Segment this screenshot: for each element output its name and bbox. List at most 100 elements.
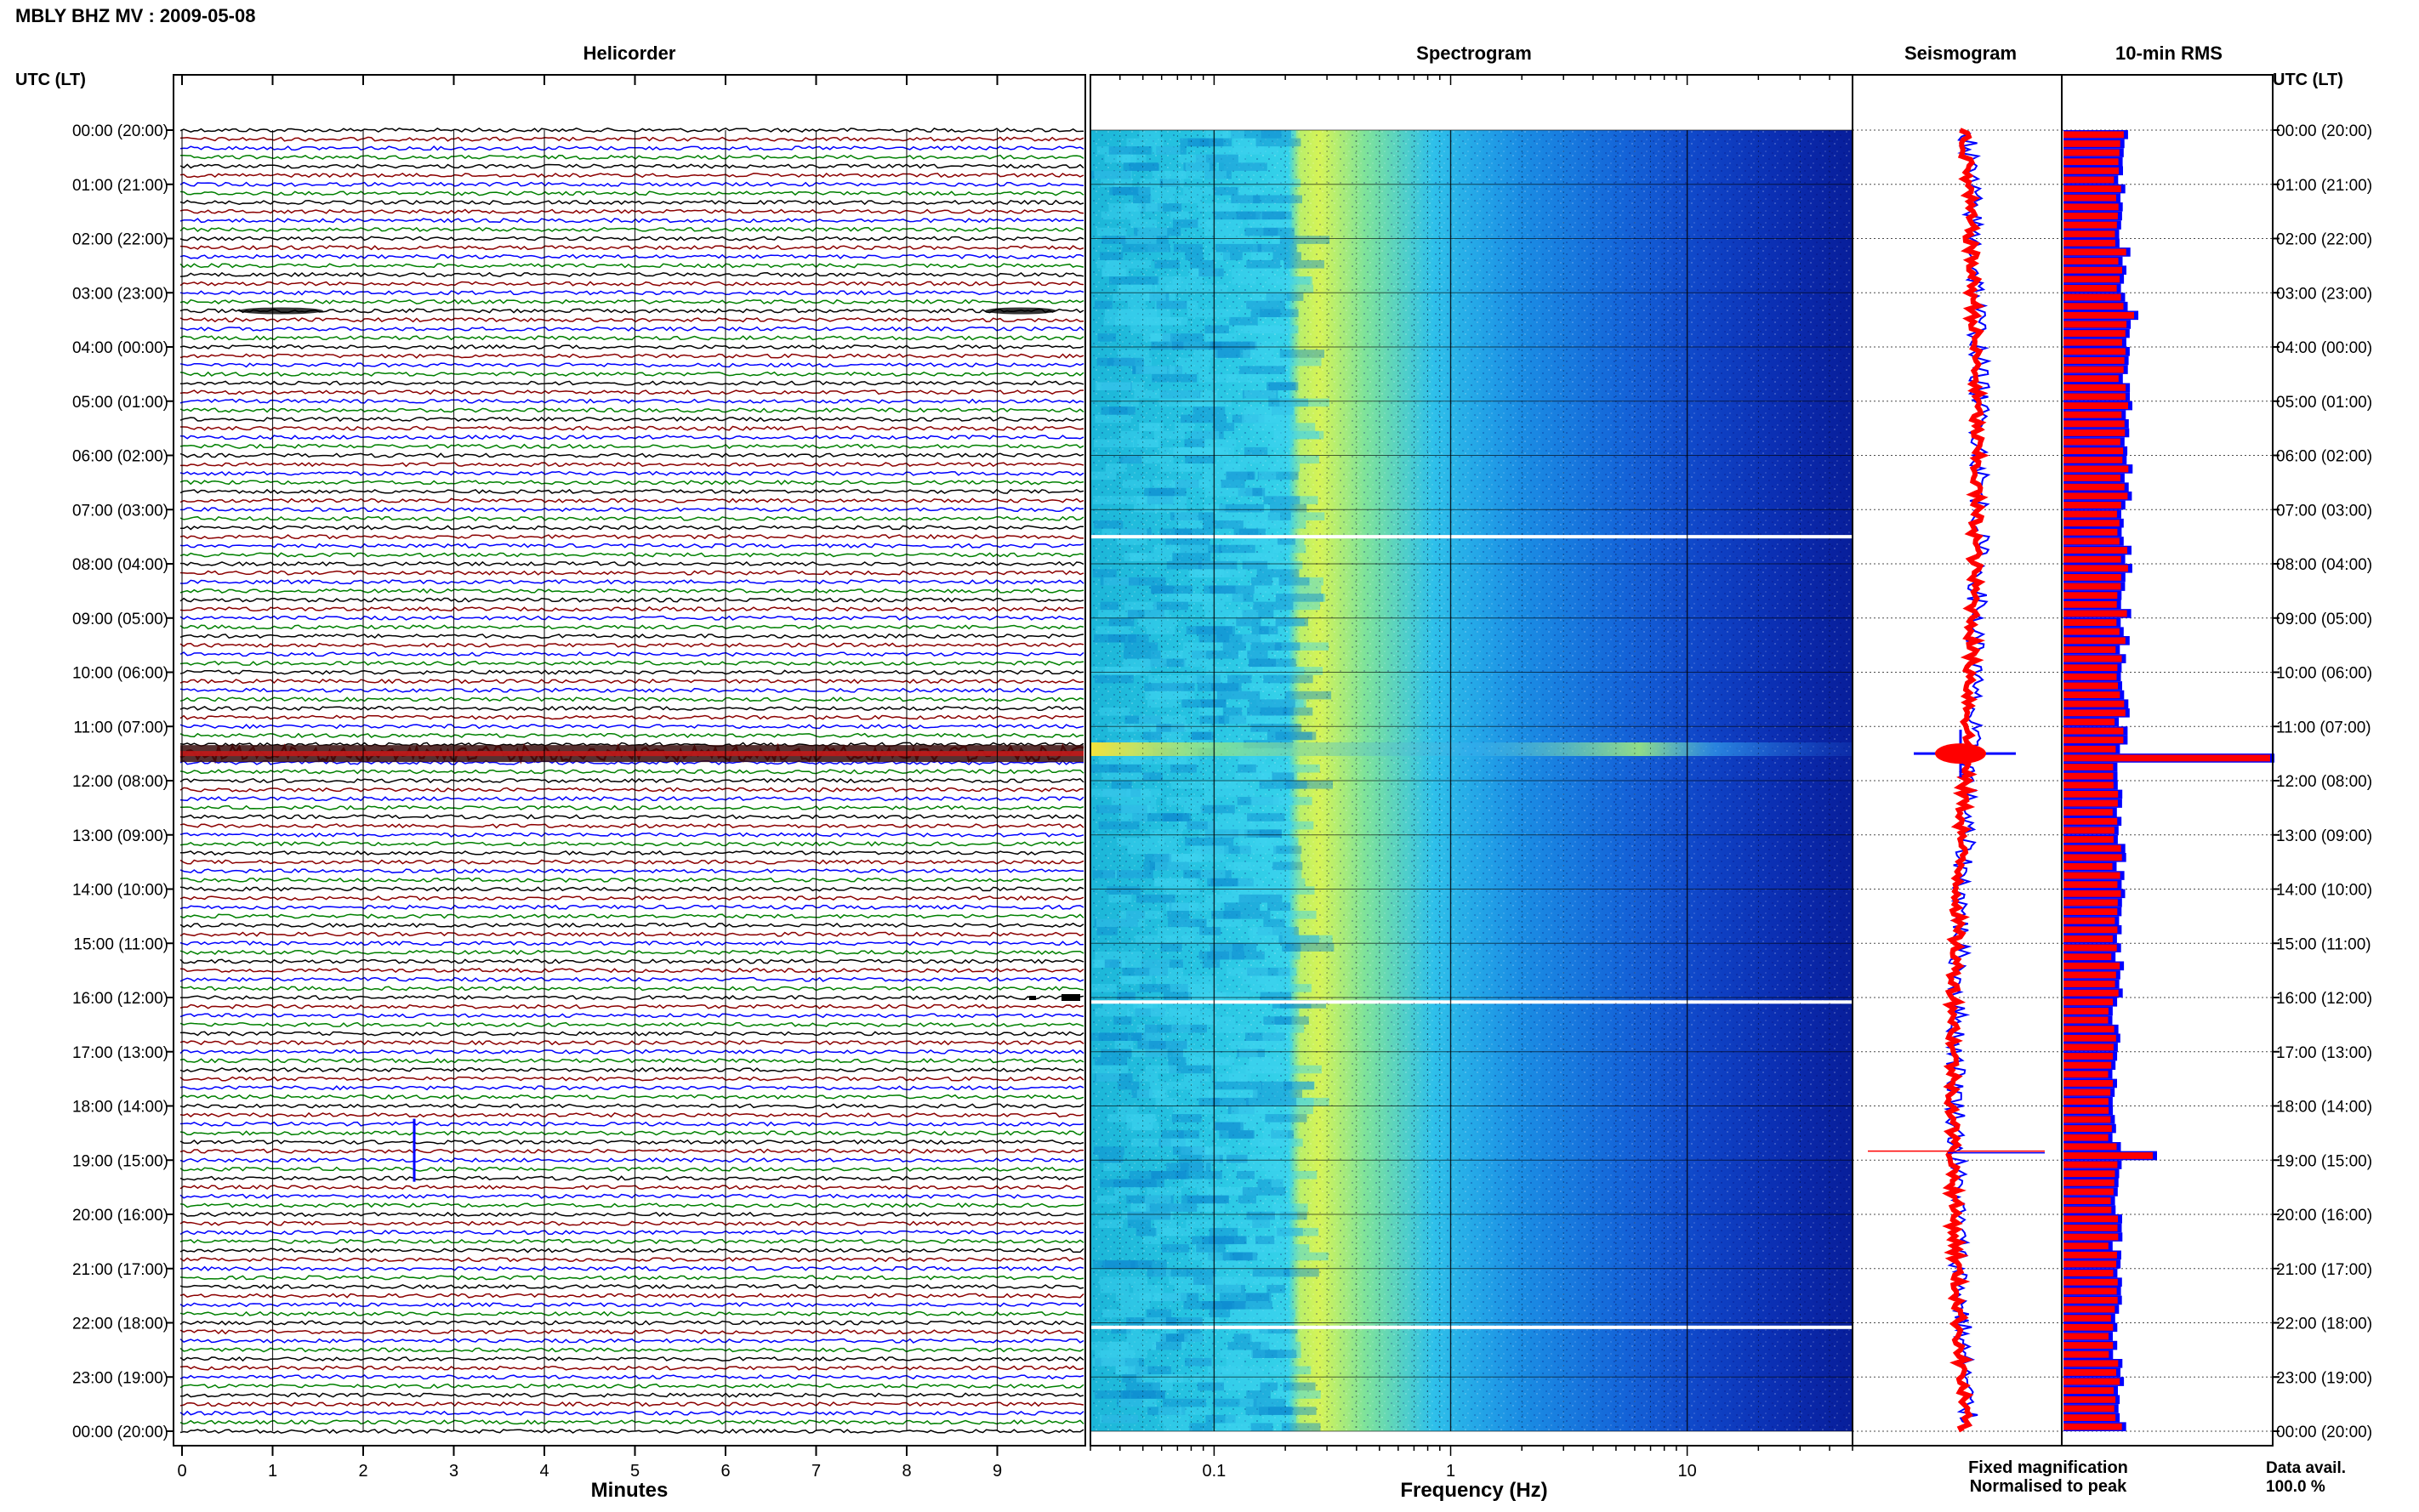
hour-label-right: 01:00 (21:00) — [2276, 177, 2372, 195]
rms-bar-normalised — [2063, 1333, 2109, 1340]
helicorder-trace — [179, 1328, 1084, 1335]
rms-bar-normalised — [2063, 1342, 2114, 1349]
helicorder-trace — [179, 263, 1084, 269]
rms-bar-normalised — [2063, 1405, 2114, 1413]
helicorder-trace — [179, 678, 1084, 685]
helicorder-trace — [179, 172, 1084, 179]
rms-bar-normalised — [2063, 1369, 2116, 1376]
helicorder-trace — [179, 1013, 1084, 1019]
helicorder-trace — [179, 1293, 1084, 1299]
hour-label-left: 05:00 (01:00) — [72, 394, 168, 412]
spectrogram-xlabel: Frequency (Hz) — [1400, 1479, 1547, 1502]
helicorder-trace — [179, 136, 1084, 142]
helicorder-trace — [179, 208, 1084, 214]
rms-bar-normalised — [2063, 502, 2121, 509]
rms-bar-normalised — [2063, 1215, 2118, 1223]
helicorder-tick-label: 5 — [630, 1462, 640, 1481]
helicorder-trace — [179, 317, 1084, 323]
helicorder-trace — [179, 1094, 1084, 1100]
helicorder-trace — [179, 1211, 1084, 1218]
utc-header-left: UTC (LT) — [15, 71, 86, 89]
helicorder-trace — [179, 245, 1084, 251]
rms-bar-normalised — [2063, 393, 2126, 401]
helicorder-trace — [179, 1230, 1084, 1236]
rms-bar-normalised — [2063, 176, 2114, 184]
rms-bar-normalised — [2063, 863, 2113, 870]
rms-bar-normalised — [2063, 1242, 2109, 1250]
rms-bar-normalised — [2063, 1008, 2109, 1015]
helicorder-panel — [173, 74, 1086, 1447]
hour-label-right: 17:00 (13:00) — [2276, 1044, 2372, 1062]
hour-label-right: 02:00 (22:00) — [2276, 231, 2372, 249]
hour-label-right: 16:00 (12:00) — [2276, 990, 2372, 1008]
hour-label-left: 09:00 (05:00) — [72, 611, 168, 628]
helicorder-trace — [179, 769, 1084, 775]
rms-bar-normalised — [2063, 1089, 2111, 1096]
rms-bar-normalised — [2063, 1350, 2109, 1358]
helicorder-trace — [179, 859, 1084, 865]
helicorder-trace — [179, 1058, 1084, 1064]
hour-label-right: 18:00 (14:00) — [2276, 1099, 2372, 1117]
axis-ticks: 0 1 2 3 4 5 6 7 8 9 0.1 1 10 — [177, 75, 1853, 1481]
helicorder-trace — [179, 552, 1084, 558]
helicorder-trace — [179, 1419, 1084, 1425]
rms-bar-normalised — [2063, 465, 2129, 473]
rms-bar-normalised — [2063, 682, 2118, 690]
rms-bar-normalised — [2063, 158, 2119, 166]
helicorder-trace — [179, 1139, 1084, 1145]
spectrogram-tick-label: 10 — [1677, 1462, 1696, 1481]
helicorder-trace — [179, 1410, 1084, 1416]
rms-bar-normalised — [2063, 194, 2116, 202]
helicorder-trace — [179, 344, 1084, 350]
hour-label-left: 13:00 (09:00) — [72, 827, 168, 845]
rms-bar-normalised — [2063, 691, 2120, 698]
rms-bar-normalised — [2063, 962, 2120, 969]
rms-bar-normalised — [2063, 610, 2127, 617]
rms-bar-normalised — [2063, 239, 2115, 247]
rms-bar-normalised — [2063, 1143, 2117, 1151]
helicorder-trace — [179, 497, 1084, 503]
rms-bar-normalised — [2063, 311, 2134, 319]
helicorder-trace — [179, 1193, 1084, 1199]
hour-label-right: 14:00 (10:00) — [2276, 882, 2372, 900]
helicorder-trace — [179, 190, 1084, 196]
helicorder-trace — [179, 462, 1084, 468]
rms-bar-normalised — [2063, 1179, 2114, 1186]
helicorder-trace — [179, 371, 1084, 377]
helicorder-trace — [179, 1185, 1084, 1191]
rms-bar-normalised — [2063, 836, 2114, 843]
helicorder-trace — [179, 904, 1084, 910]
rms-bar-normalised — [2063, 1116, 2111, 1123]
hour-label-right: 21:00 (17:00) — [2276, 1261, 2372, 1279]
rms-bar-normalised — [2063, 420, 2125, 428]
helicorder-trace — [179, 271, 1084, 278]
helicorder-trace — [179, 1383, 1084, 1389]
rms-bar-normalised — [2063, 799, 2118, 807]
helicorder-trace — [179, 380, 1084, 386]
rms-bar-normalised — [2063, 1152, 2153, 1159]
rms-bar-normalised — [2063, 1233, 2119, 1241]
helicorder-trace — [179, 949, 1084, 956]
rms-bar-normalised — [2063, 266, 2122, 274]
rms-bar-normalised — [2063, 248, 2126, 256]
rms-bar-normalised — [2063, 628, 2120, 635]
helicorder-trace — [179, 976, 1084, 982]
rms-bar-normalised — [2063, 736, 2124, 744]
rms-bar-normalised — [2063, 366, 2124, 373]
hour-label-left: 03:00 (23:00) — [72, 285, 168, 303]
helicorder-tick-label: 9 — [993, 1462, 1002, 1481]
rms-bar-normalised — [2063, 555, 2121, 563]
helicorder-trace — [179, 236, 1084, 242]
helicorder-title: Helicorder — [583, 43, 676, 64]
rms-bar-normalised — [2063, 1125, 2112, 1132]
rms-bar-normalised — [2063, 1423, 2122, 1430]
helicorder-trace — [179, 1374, 1084, 1380]
helicorder-trace — [179, 1347, 1084, 1353]
helicorder-trace — [179, 290, 1084, 296]
utc-header-right: UTC (LT) — [2273, 71, 2343, 89]
rms-bar-normalised — [2063, 1170, 2115, 1178]
rms-bar-normalised — [2063, 935, 2113, 942]
rms-bar-normalised — [2063, 646, 2116, 653]
hour-label-right: 00:00 (20:00) — [2276, 122, 2372, 140]
